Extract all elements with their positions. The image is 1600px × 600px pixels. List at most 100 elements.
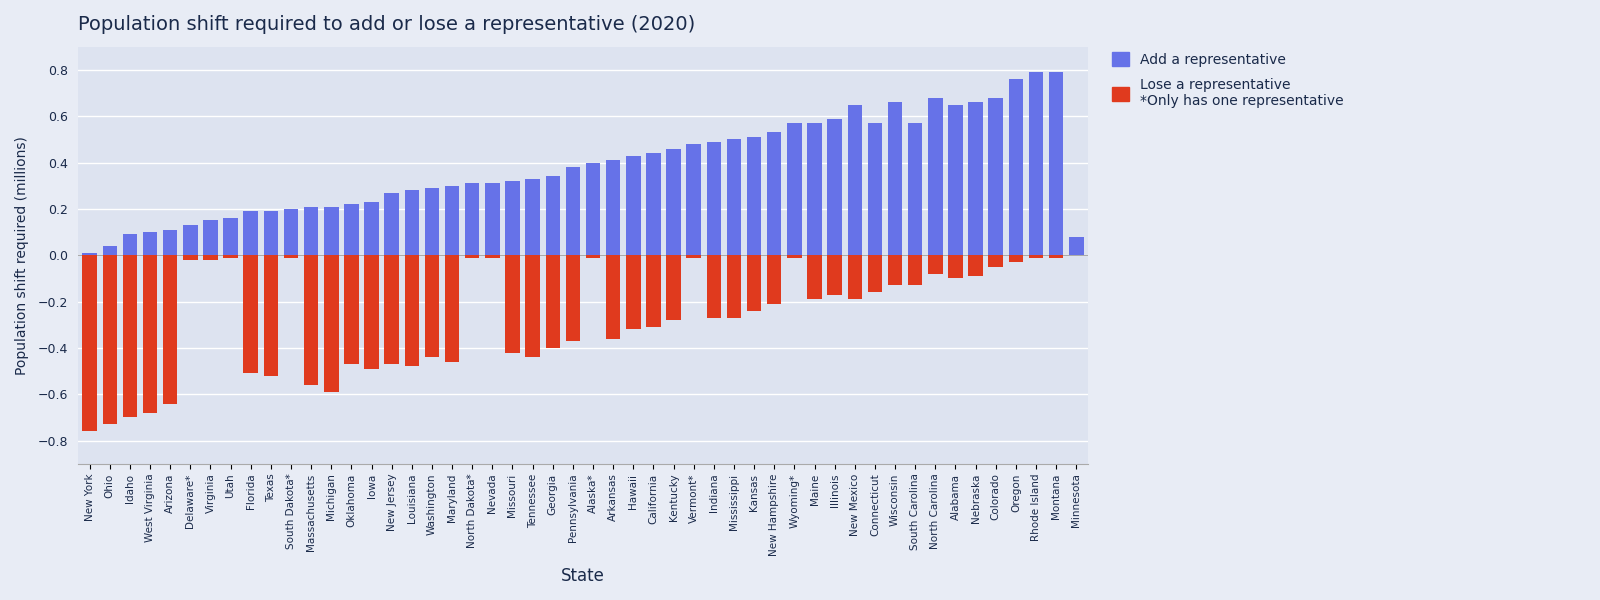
Bar (325, 255, 339, 392)
Bar (344, 204, 358, 255)
Bar (243, 211, 258, 255)
Bar (405, 255, 419, 367)
Bar (787, 255, 802, 257)
Bar (182, 255, 197, 260)
Bar (747, 255, 762, 311)
Bar (968, 255, 982, 276)
Bar (384, 193, 398, 255)
Bar (949, 255, 963, 278)
Bar (867, 123, 882, 255)
Bar (142, 255, 157, 413)
Bar (1008, 255, 1022, 262)
Bar (485, 184, 499, 255)
Bar (1008, 79, 1022, 255)
Bar (546, 255, 560, 348)
Bar (989, 255, 1003, 267)
Bar (907, 123, 923, 255)
Bar (808, 123, 822, 255)
Bar (525, 179, 539, 255)
Text: Population shift required to add or lose a representative (2020): Population shift required to add or lose… (77, 15, 694, 34)
Bar (163, 230, 178, 255)
Bar (123, 235, 138, 255)
Bar (848, 104, 862, 255)
Bar (466, 184, 480, 255)
Bar (525, 255, 539, 357)
Bar (506, 181, 520, 255)
Bar (707, 255, 722, 318)
Bar (163, 255, 178, 404)
Bar (123, 255, 138, 418)
Legend: Add a representative, Lose a representative
*Only has one representative: Add a representative, Lose a representat… (1106, 45, 1350, 115)
Bar (968, 102, 982, 255)
Bar (264, 211, 278, 255)
Bar (766, 255, 781, 304)
Bar (344, 255, 358, 364)
Bar (726, 255, 741, 318)
Bar (888, 255, 902, 286)
Bar (82, 253, 98, 255)
Bar (1050, 255, 1064, 257)
Bar (424, 255, 438, 357)
Bar (867, 255, 882, 292)
Bar (928, 255, 942, 274)
Bar (626, 155, 640, 255)
Bar (445, 186, 459, 255)
Bar (1029, 72, 1043, 255)
Bar (424, 188, 438, 255)
Bar (686, 144, 701, 255)
Bar (606, 160, 621, 255)
X-axis label: State: State (562, 567, 605, 585)
Bar (949, 104, 963, 255)
Bar (365, 202, 379, 255)
Bar (566, 167, 581, 255)
Bar (506, 255, 520, 353)
Bar (264, 255, 278, 376)
Bar (224, 255, 238, 257)
Bar (1050, 72, 1064, 255)
Bar (142, 232, 157, 255)
Bar (626, 255, 640, 329)
Bar (989, 98, 1003, 255)
Bar (1069, 236, 1083, 255)
Bar (827, 119, 842, 255)
Bar (384, 255, 398, 364)
Bar (102, 246, 117, 255)
Bar (646, 153, 661, 255)
Bar (283, 209, 298, 255)
Bar (646, 255, 661, 327)
Bar (686, 255, 701, 257)
Bar (808, 255, 822, 299)
Bar (928, 98, 942, 255)
Bar (485, 255, 499, 257)
Bar (707, 142, 722, 255)
Bar (182, 225, 197, 255)
Bar (405, 190, 419, 255)
Bar (82, 255, 98, 431)
Bar (445, 255, 459, 362)
Bar (827, 255, 842, 295)
Bar (325, 206, 339, 255)
Bar (566, 255, 581, 341)
Bar (466, 255, 480, 257)
Bar (546, 176, 560, 255)
Bar (586, 163, 600, 255)
Y-axis label: Population shift required (millions): Population shift required (millions) (14, 136, 29, 374)
Bar (888, 102, 902, 255)
Bar (787, 123, 802, 255)
Bar (766, 133, 781, 255)
Bar (304, 206, 318, 255)
Bar (726, 139, 741, 255)
Bar (848, 255, 862, 299)
Bar (243, 255, 258, 373)
Bar (102, 255, 117, 424)
Bar (283, 255, 298, 257)
Bar (203, 220, 218, 255)
Bar (224, 218, 238, 255)
Bar (365, 255, 379, 369)
Bar (586, 255, 600, 257)
Bar (304, 255, 318, 385)
Bar (203, 255, 218, 260)
Bar (747, 137, 762, 255)
Bar (907, 255, 923, 286)
Bar (1029, 255, 1043, 257)
